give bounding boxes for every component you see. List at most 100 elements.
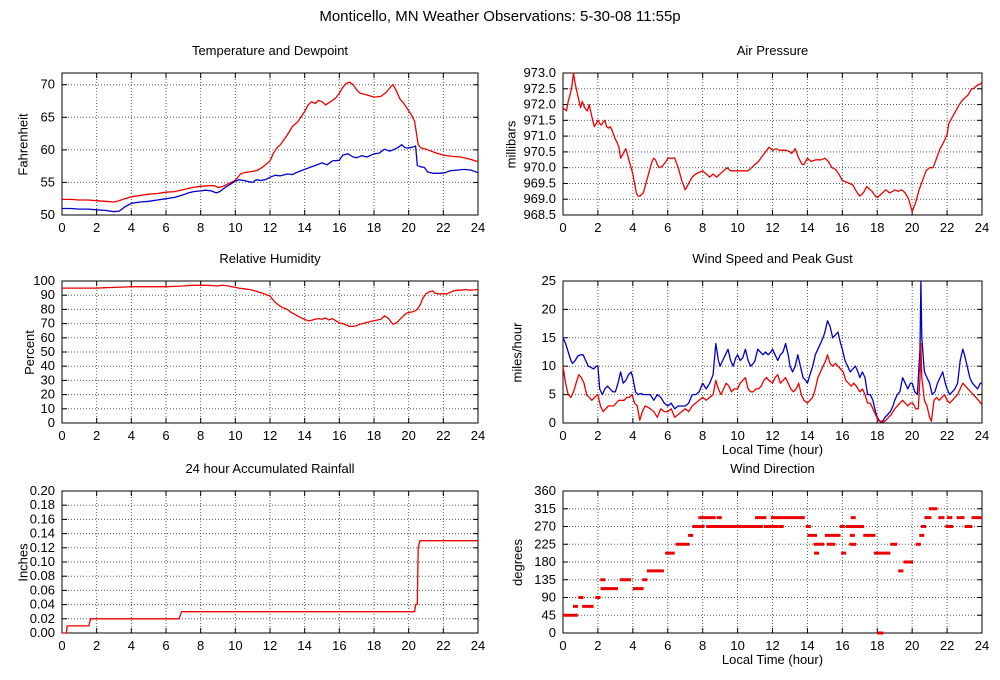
svg-text:20: 20 xyxy=(401,428,415,443)
svg-text:10: 10 xyxy=(730,220,744,235)
svg-text:90: 90 xyxy=(41,287,55,302)
svg-text:12: 12 xyxy=(263,638,277,653)
chart-air-pressure: 0 2 4 6 8 10 12 14 16 18 20 22 24 968.5 969.0 969.5 970.… xyxy=(500,40,1000,250)
svg-text:20: 20 xyxy=(542,301,556,316)
svg-text:4: 4 xyxy=(629,638,636,653)
svg-text:18: 18 xyxy=(870,428,884,443)
svg-text:0.02: 0.02 xyxy=(30,611,55,626)
svg-text:971.5: 971.5 xyxy=(523,112,556,127)
svg-text:6: 6 xyxy=(162,638,169,653)
svg-text:0: 0 xyxy=(559,428,566,443)
svg-text:22: 22 xyxy=(436,220,450,235)
svg-text:8: 8 xyxy=(699,428,706,443)
chart-title: Wind Speed and Peak Gust xyxy=(692,251,853,266)
svg-text:18: 18 xyxy=(870,220,884,235)
svg-text:2: 2 xyxy=(93,638,100,653)
svg-text:0: 0 xyxy=(58,428,65,443)
y-axis-label: Percent xyxy=(21,329,37,375)
chart-title: Wind Direction xyxy=(730,461,815,476)
svg-text:6: 6 xyxy=(162,220,169,235)
svg-text:22: 22 xyxy=(940,428,954,443)
svg-text:60: 60 xyxy=(41,142,55,157)
svg-text:22: 22 xyxy=(436,428,450,443)
svg-text:2: 2 xyxy=(594,220,601,235)
svg-text:6: 6 xyxy=(664,638,671,653)
svg-text:16: 16 xyxy=(332,220,346,235)
y-axis-label: millibars xyxy=(503,120,519,168)
svg-text:10: 10 xyxy=(228,638,242,653)
svg-text:968.5: 968.5 xyxy=(523,207,556,222)
svg-text:22: 22 xyxy=(436,638,450,653)
svg-text:18: 18 xyxy=(367,638,381,653)
svg-text:24: 24 xyxy=(471,428,485,443)
svg-text:18: 18 xyxy=(367,428,381,443)
svg-text:16: 16 xyxy=(835,428,849,443)
svg-text:14: 14 xyxy=(800,220,814,235)
y-axis-label: Inches xyxy=(15,542,31,582)
svg-text:4: 4 xyxy=(128,428,135,443)
svg-text:0: 0 xyxy=(58,638,65,653)
svg-text:969.0: 969.0 xyxy=(523,191,556,206)
y-axis-label: degrees xyxy=(509,538,525,586)
svg-text:8: 8 xyxy=(197,638,204,653)
svg-text:10: 10 xyxy=(730,638,744,653)
chart-title: 24 hour Accumulated Rainfall xyxy=(185,461,355,476)
svg-text:4: 4 xyxy=(128,638,135,653)
y-axis-label: miles/hour xyxy=(509,322,525,382)
svg-text:16: 16 xyxy=(835,638,849,653)
chart-wind-speed-gust: 0 2 4 6 8 10 12 14 16 18 20 22 24 0 5 10 15 20 25 Wind Spe… xyxy=(500,248,1000,458)
svg-text:0.10: 0.10 xyxy=(30,554,55,569)
svg-text:970.5: 970.5 xyxy=(523,144,556,159)
svg-text:270: 270 xyxy=(534,519,556,534)
svg-text:0.08: 0.08 xyxy=(30,568,55,583)
svg-text:20: 20 xyxy=(41,387,55,402)
svg-text:20: 20 xyxy=(401,220,415,235)
svg-text:50: 50 xyxy=(41,344,55,359)
relative-humidity-plot: 0 2 4 6 8 10 12 14 16 18 20 22 240102030405060708090… xyxy=(33,273,485,443)
svg-text:60: 60 xyxy=(41,330,55,345)
svg-text:14: 14 xyxy=(297,220,311,235)
svg-text:8: 8 xyxy=(699,220,706,235)
chart-title: Relative Humidity xyxy=(219,251,321,266)
svg-text:40: 40 xyxy=(41,358,55,373)
svg-text:24: 24 xyxy=(975,638,989,653)
svg-text:10: 10 xyxy=(730,428,744,443)
svg-text:0.14: 0.14 xyxy=(30,526,55,541)
svg-text:12: 12 xyxy=(263,220,277,235)
svg-text:2: 2 xyxy=(594,428,601,443)
svg-text:135: 135 xyxy=(534,572,556,587)
svg-text:0: 0 xyxy=(58,220,65,235)
svg-text:16: 16 xyxy=(332,428,346,443)
svg-text:4: 4 xyxy=(128,220,135,235)
svg-text:0: 0 xyxy=(549,415,556,430)
svg-text:90: 90 xyxy=(542,590,556,605)
svg-text:14: 14 xyxy=(297,428,311,443)
svg-text:22: 22 xyxy=(940,638,954,653)
svg-text:0.06: 0.06 xyxy=(30,582,55,597)
svg-text:15: 15 xyxy=(542,330,556,345)
x-axis-label: Local Time (hour) xyxy=(721,652,824,667)
x-axis-label: Local Time (hour) xyxy=(721,442,824,457)
chart-title: Air Pressure xyxy=(736,43,809,58)
svg-text:180: 180 xyxy=(534,554,556,569)
chart-wind-direction: 0 2 4 6 8 10 12 14 16 18 20 22 24 0 45 90 135 180 225 270 31… xyxy=(500,458,1000,680)
svg-text:10: 10 xyxy=(228,428,242,443)
svg-text:8: 8 xyxy=(197,220,204,235)
svg-text:225: 225 xyxy=(534,536,556,551)
svg-text:0.18: 0.18 xyxy=(30,497,55,512)
svg-text:0.00: 0.00 xyxy=(30,625,55,640)
svg-text:22: 22 xyxy=(940,220,954,235)
svg-text:12: 12 xyxy=(765,428,779,443)
svg-text:20: 20 xyxy=(401,638,415,653)
chart-relative-humidity: 0 2 4 6 8 10 12 14 16 18 20 22 24 0 10 20 30 40 50 60 70 80 90… xyxy=(0,248,500,458)
svg-text:10: 10 xyxy=(41,401,55,416)
chart-temperature-dewpoint: 0 2 4 6 8 10 12 14 16 18 20 22 24 50 55 60 65 70 Temperat… xyxy=(0,40,500,250)
svg-text:18: 18 xyxy=(367,220,381,235)
svg-text:360: 360 xyxy=(534,483,556,498)
chart-rainfall: 0 2 4 6 8 10 12 14 16 18 20 22 24 0.00 0.02 0.04 0.06 0.0… xyxy=(0,458,500,680)
svg-text:0: 0 xyxy=(48,415,55,430)
svg-text:45: 45 xyxy=(542,607,556,622)
svg-text:12: 12 xyxy=(765,638,779,653)
